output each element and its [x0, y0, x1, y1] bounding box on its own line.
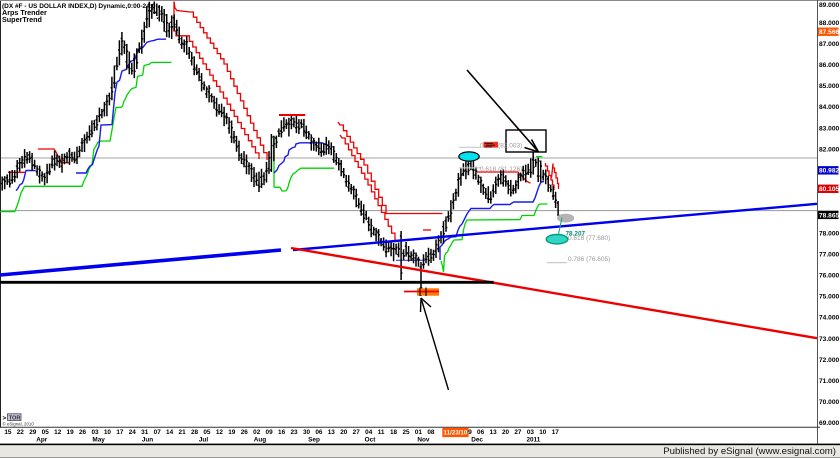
svg-text:Apr: Apr	[36, 437, 48, 444]
svg-text:85.000: 85.000	[819, 83, 840, 90]
svg-text:14: 14	[166, 429, 174, 436]
svg-text:89.000: 89.000	[819, 2, 840, 9]
svg-text:SuperTrend: SuperTrend	[2, 15, 42, 24]
svg-text:11: 11	[378, 429, 385, 436]
svg-text:09: 09	[266, 429, 274, 436]
svg-text:05: 05	[203, 429, 211, 436]
svg-text:26: 26	[241, 429, 249, 436]
svg-text:83.000: 83.000	[819, 125, 840, 132]
svg-text:Jun: Jun	[142, 437, 153, 444]
svg-text:Aug: Aug	[254, 437, 267, 444]
svg-text:10: 10	[104, 429, 112, 436]
svg-text:13: 13	[328, 429, 336, 436]
svg-text:82.000: 82.000	[819, 146, 840, 153]
svg-text:88.000: 88.000	[819, 20, 840, 27]
svg-text:78.207: 78.207	[566, 231, 586, 238]
svg-text:75.000: 75.000	[819, 294, 840, 301]
svg-text:2011: 2011	[526, 437, 540, 444]
svg-text:11/23/10: 11/23/10	[444, 430, 468, 437]
svg-text:02: 02	[253, 429, 261, 436]
svg-text:May: May	[92, 437, 105, 444]
svg-text:69.000: 69.000	[819, 420, 840, 427]
svg-text:© eSignal, 2010: © eSignal, 2010	[3, 421, 35, 426]
svg-text:70.000: 70.000	[819, 399, 840, 406]
svg-text:29: 29	[29, 429, 37, 436]
svg-text:06: 06	[315, 429, 323, 436]
svg-text:17: 17	[116, 429, 124, 436]
svg-text:04: 04	[365, 429, 373, 436]
svg-text:24: 24	[129, 429, 137, 436]
svg-text:TOR: TOR	[9, 415, 21, 421]
svg-text:>: >	[3, 415, 7, 422]
svg-text:28: 28	[191, 429, 199, 436]
svg-text:80.105: 80.105	[819, 186, 840, 193]
svg-text:16: 16	[278, 429, 286, 436]
svg-text:80.982: 80.982	[819, 168, 840, 175]
svg-text:Nov: Nov	[417, 437, 430, 444]
svg-text:78.865: 78.865	[819, 212, 840, 219]
svg-text:20: 20	[502, 429, 510, 436]
svg-text:15: 15	[4, 429, 12, 436]
svg-text:0.618 (77.680): 0.618 (77.680)	[568, 235, 610, 242]
svg-text:08: 08	[427, 429, 435, 436]
svg-text:23: 23	[290, 429, 298, 436]
svg-text:26: 26	[79, 429, 87, 436]
svg-text:13: 13	[490, 429, 498, 436]
svg-text:84.000: 84.000	[819, 104, 840, 111]
svg-text:27: 27	[514, 429, 522, 436]
svg-text:18: 18	[390, 429, 398, 436]
svg-text:20: 20	[340, 429, 348, 436]
svg-text:74.000: 74.000	[819, 315, 840, 322]
svg-text:10: 10	[539, 429, 547, 436]
svg-text:12: 12	[54, 429, 62, 436]
svg-text:22: 22	[17, 429, 25, 436]
svg-text:06: 06	[477, 429, 485, 436]
svg-text:Dec: Dec	[471, 437, 483, 444]
svg-text:73.000: 73.000	[819, 336, 840, 343]
svg-text:27: 27	[353, 429, 361, 436]
svg-text:Oct: Oct	[365, 437, 377, 444]
svg-text:03: 03	[527, 429, 535, 436]
svg-text:87.566: 87.566	[819, 29, 840, 36]
svg-text:(DX #F - US DOLLAR INDEX,D) Dy: (DX #F - US DOLLAR INDEX,D) Dynamic,0:00…	[2, 3, 156, 10]
svg-text:03: 03	[91, 429, 99, 436]
svg-text:31: 31	[141, 429, 149, 436]
svg-text:30: 30	[303, 429, 311, 436]
svg-text:Arps Trender: Arps Trender	[2, 8, 47, 17]
svg-text:77.000: 77.000	[819, 252, 840, 259]
svg-text:19: 19	[67, 429, 75, 436]
svg-text:12: 12	[216, 429, 224, 436]
svg-text:17: 17	[552, 429, 560, 436]
svg-text:87.000: 87.000	[819, 41, 840, 48]
svg-text:76.000: 76.000	[819, 273, 840, 280]
svg-text:71.000: 71.000	[819, 378, 840, 385]
svg-text:Sep: Sep	[308, 437, 320, 444]
svg-text:05: 05	[42, 429, 50, 436]
svg-text:0.618 (81.126): 0.618 (81.126)	[480, 166, 522, 173]
svg-text:78.000: 78.000	[819, 231, 840, 238]
svg-text:Published by eSignal (www.esig: Published by eSignal (www.esignal.com)	[663, 446, 836, 457]
svg-text:19: 19	[228, 429, 236, 436]
svg-text:0.500 (82.003): 0.500 (82.003)	[480, 143, 522, 150]
svg-text:0.786 (76.605): 0.786 (76.605)	[568, 256, 610, 263]
svg-text:07: 07	[154, 429, 162, 436]
svg-text:01: 01	[415, 429, 423, 436]
svg-text:72.000: 72.000	[819, 357, 840, 364]
svg-text:25: 25	[402, 429, 410, 436]
svg-text:86.000: 86.000	[819, 62, 840, 69]
svg-text:Jul: Jul	[199, 437, 208, 444]
svg-text:21: 21	[179, 429, 187, 436]
